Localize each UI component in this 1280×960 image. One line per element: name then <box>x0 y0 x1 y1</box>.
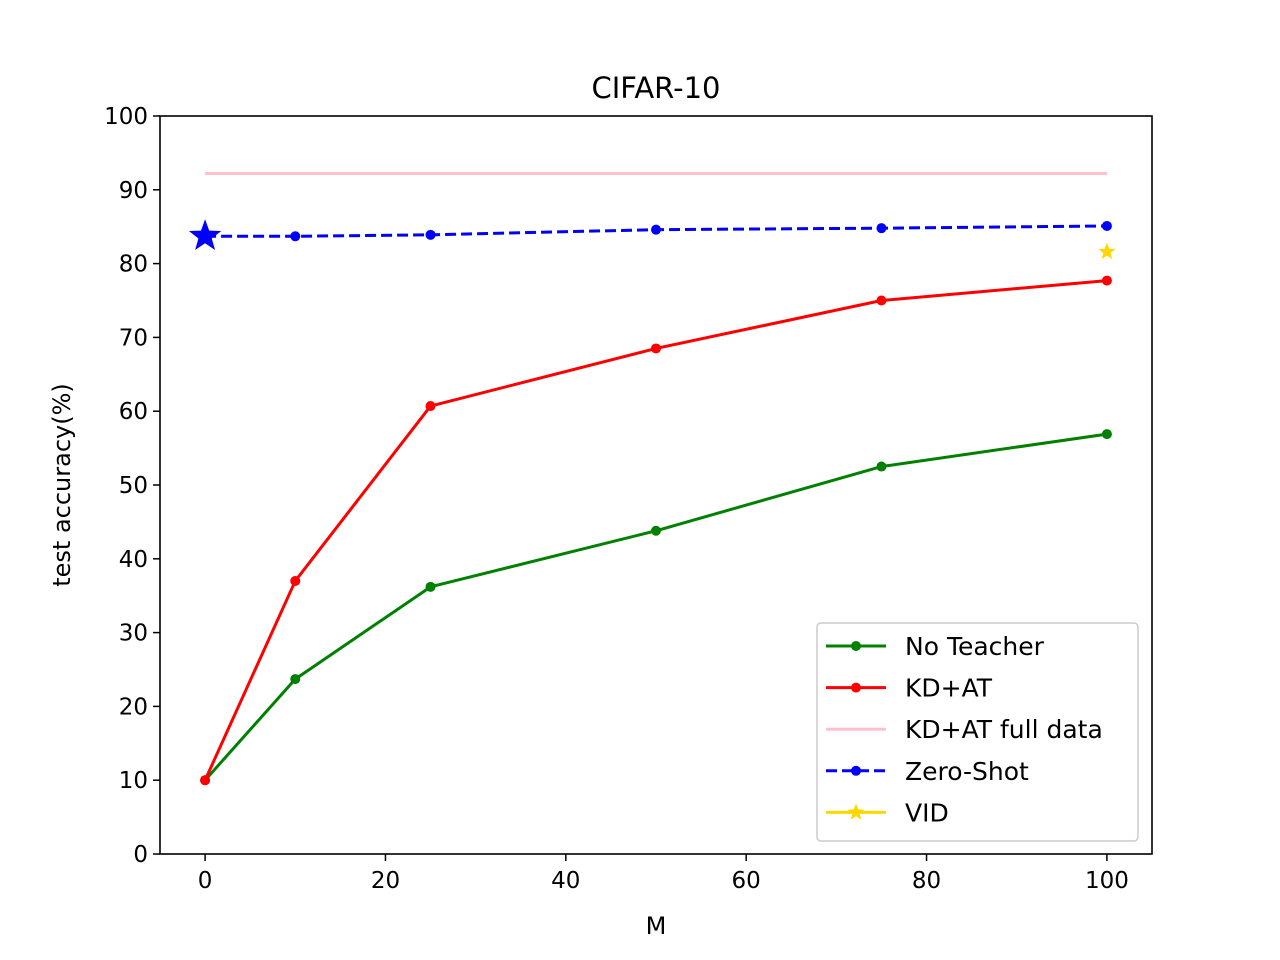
y-tick-label: 80 <box>119 252 148 278</box>
x-tick-label: 40 <box>551 868 580 894</box>
legend-label-kd-at-full-data: KD+AT full data <box>905 715 1103 744</box>
series-line-no-teacher <box>203 432 1108 782</box>
x-tick-label: 100 <box>1085 868 1129 894</box>
x-tick-label: 0 <box>198 868 213 894</box>
y-tick-label: 50 <box>119 473 148 499</box>
plot-frame <box>159 115 1153 855</box>
legend-label-zero-shot: Zero-Shot <box>905 757 1029 786</box>
chart-title: CIFAR-10 <box>592 71 721 105</box>
series-line-zero-shot <box>205 224 1107 238</box>
data-point-zero-shot <box>290 231 301 242</box>
legend-marker-zero-shot <box>851 765 861 776</box>
data-point-zero-shot <box>651 224 661 235</box>
y-tick-label: 30 <box>119 621 148 647</box>
legend-box <box>816 622 1139 842</box>
legend-label-kd-at: KD+AT <box>905 674 993 703</box>
x-tick-label: 80 <box>912 868 941 894</box>
legend-marker-vid <box>847 803 865 820</box>
y-tick-label: 0 <box>133 842 148 868</box>
data-point-zero-shot <box>876 223 887 234</box>
legend-marker-kd-at <box>851 682 861 693</box>
data-point-no-teacher <box>1101 429 1112 440</box>
series-line-kd-at <box>203 279 1108 781</box>
data-point-no-teacher <box>425 581 436 592</box>
data-point-kd-at <box>651 343 661 354</box>
zero-shot-star-marker <box>188 219 222 251</box>
legend-label-no-teacher: No Teacher <box>905 632 1045 661</box>
y-tick-label: 90 <box>119 178 148 204</box>
x-tick-label: 20 <box>371 868 400 894</box>
data-point-zero-shot <box>1101 220 1112 231</box>
y-tick-label: 40 <box>119 547 148 573</box>
y-tick-label: 70 <box>119 325 148 351</box>
legend-marker-no-teacher <box>851 641 861 651</box>
legend: No Teacher KD+AT KD+AT full data Zero-Shot V… <box>816 622 1139 842</box>
legend-label-vid: VID <box>905 798 949 827</box>
x-tick-label: 60 <box>732 868 761 894</box>
data-point-vid <box>1098 242 1116 260</box>
x-axis-label: M <box>646 912 667 940</box>
data-point-kd-at <box>290 575 301 586</box>
data-point-no-teacher <box>651 525 661 536</box>
y-tick-label: 100 <box>104 104 148 130</box>
y-axis-label: test accuracy(%) <box>48 383 76 587</box>
data-point-kd-at <box>1101 275 1112 286</box>
data-point-kd-at <box>425 401 436 412</box>
data-point-zero-shot <box>425 229 436 240</box>
y-tick-label: 60 <box>119 399 148 425</box>
plot-layer: 0 20 40 60 80 100 0 10 20 30 40 50 60 70 80 90 100 <box>104 104 1129 894</box>
data-point-no-teacher <box>290 674 301 685</box>
data-point-kd-at <box>876 295 887 306</box>
data-point-no-teacher <box>876 461 887 472</box>
data-point-kd-at <box>200 775 211 786</box>
y-tick-label: 20 <box>119 694 148 720</box>
y-tick-label: 10 <box>119 768 148 794</box>
